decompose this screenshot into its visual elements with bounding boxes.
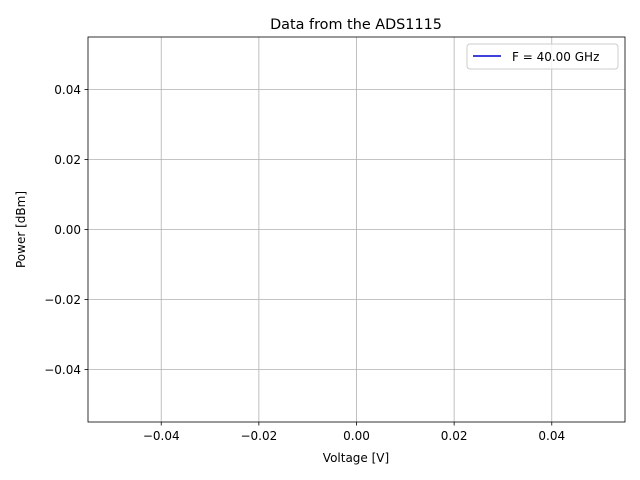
y-tick-label: −0.04 xyxy=(44,363,81,377)
grid xyxy=(88,37,625,422)
legend: F = 40.00 GHz xyxy=(466,43,619,70)
y-axis: −0.04 −0.02 0.00 0.02 0.04 xyxy=(44,83,88,377)
x-tick-label: 0.02 xyxy=(441,429,468,443)
y-tick-label: −0.02 xyxy=(44,293,81,307)
x-tick-label: −0.02 xyxy=(240,429,277,443)
y-tick-label: 0.00 xyxy=(54,223,81,237)
x-axis: −0.04 −0.02 0.00 0.02 0.04 xyxy=(143,422,565,443)
x-tick-label: −0.04 xyxy=(143,429,180,443)
y-tick-label: 0.04 xyxy=(54,83,81,97)
x-axis-label: Voltage [V] xyxy=(323,451,389,465)
legend-label: F = 40.00 GHz xyxy=(512,50,599,64)
chart-title: Data from the ADS1115 xyxy=(270,17,442,33)
legend-box xyxy=(466,43,619,70)
y-tick-label: 0.02 xyxy=(54,153,81,167)
y-axis-label: Power [dBm] xyxy=(14,191,28,268)
x-tick-label: 0.00 xyxy=(343,429,370,443)
x-tick-label: 0.04 xyxy=(538,429,565,443)
